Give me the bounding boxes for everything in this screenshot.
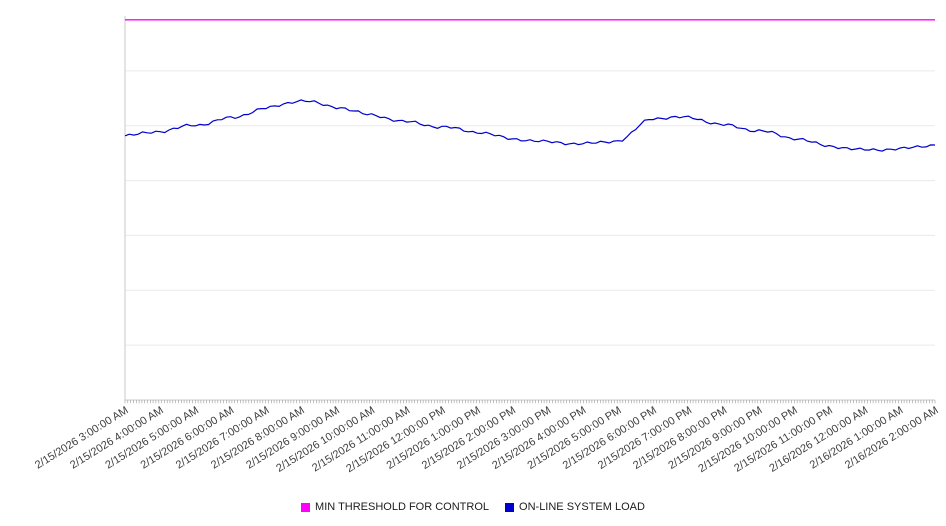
legend-swatch-threshold-icon [301, 502, 311, 512]
chart-legend: MIN THRESHOLD FOR CONTROL ON-LINE SYSTEM… [0, 497, 946, 517]
legend-label-system-load: ON-LINE SYSTEM LOAD [519, 501, 645, 513]
load-chart: 2/15/2026 3:00:00 AM 2/15/2026 4:00:00 AM… [33, 16, 941, 475]
legend-item-system-load: ON-LINE SYSTEM LOAD [505, 501, 645, 513]
legend-label-threshold: MIN THRESHOLD FOR CONTROL [315, 501, 490, 513]
legend-swatch-system-load-icon [505, 502, 515, 512]
load-chart-svg: 2/15/2026 3:00:00 AM2/15/2026 4:00:00 AM… [33, 16, 941, 475]
legend-item-threshold: MIN THRESHOLD FOR CONTROL [301, 501, 489, 513]
